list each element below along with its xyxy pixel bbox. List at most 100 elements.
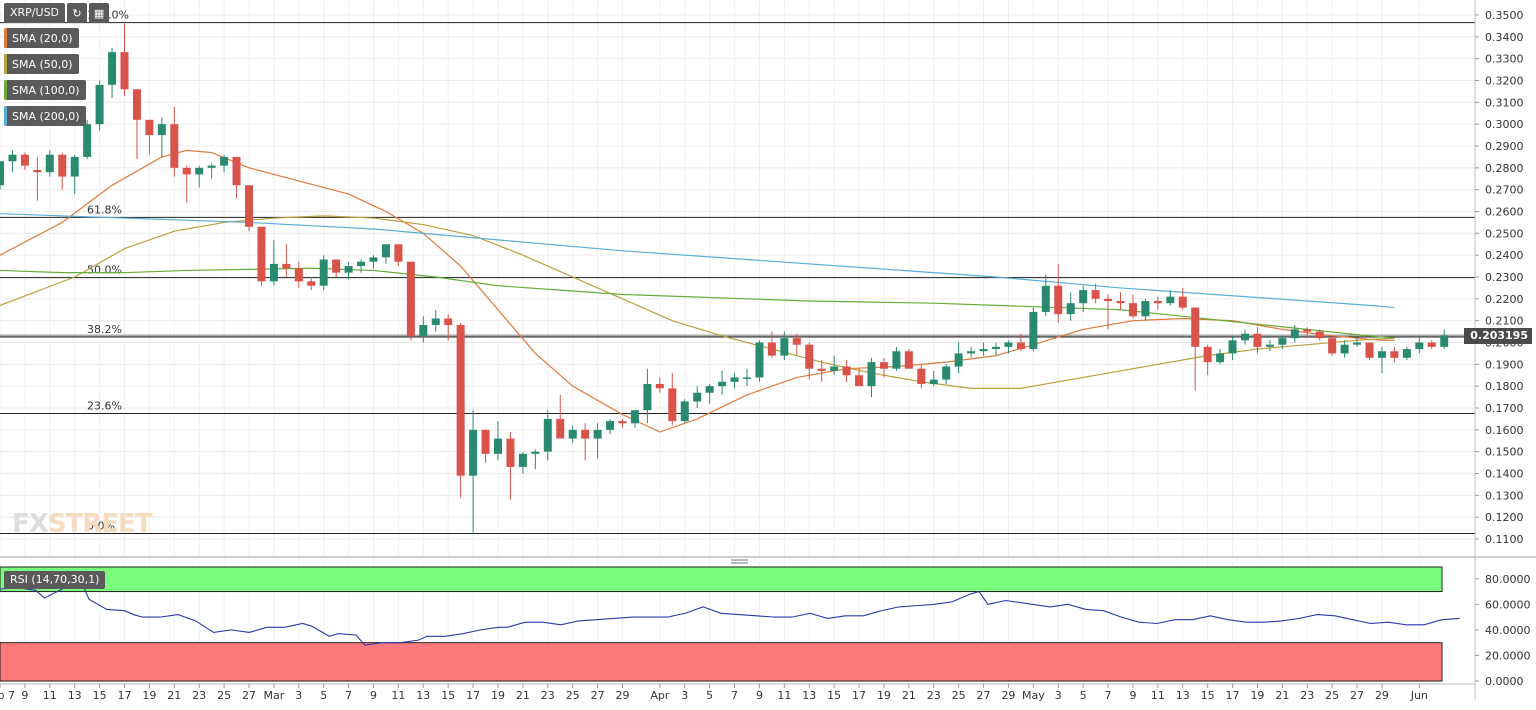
time-tick-label: 15 [827, 689, 841, 702]
candle [170, 106, 179, 177]
candle-body [406, 261, 415, 336]
candle [1116, 292, 1125, 310]
candle-body [170, 124, 179, 168]
candle [357, 259, 366, 273]
candle-body [207, 165, 216, 168]
price-tick-label: 0.2600 [1485, 206, 1524, 219]
candle [755, 340, 764, 382]
candle-body [1054, 285, 1063, 315]
candle-body [431, 318, 440, 326]
price-tick-label: 0.2800 [1485, 162, 1524, 175]
candle-body [1440, 335, 1449, 347]
chart-toolbar: XRP/USD ↻ ▦ [4, 3, 110, 23]
time-tick-label: 17 [852, 689, 866, 702]
calendar-icon[interactable]: ▦ [89, 3, 110, 23]
symbol-label[interactable]: XRP/USD [4, 3, 66, 23]
candle-body [1016, 342, 1025, 350]
legend-sma20[interactable]: SMA (20,0) [4, 28, 79, 48]
candle-body [444, 318, 453, 326]
candle [195, 165, 204, 188]
candle-body [1153, 301, 1162, 304]
candle-body [668, 388, 677, 422]
candle [1402, 346, 1411, 360]
candle-body [394, 244, 403, 262]
candle [1041, 274, 1050, 317]
rsi-tick-label: 0.0000 [1485, 675, 1524, 688]
candle-body [1353, 342, 1362, 345]
candle [83, 119, 92, 160]
candle [0, 161, 4, 190]
candle-body [1253, 333, 1262, 347]
time-tick-label: 9 [1129, 689, 1136, 702]
candle [33, 156, 42, 201]
candle [606, 418, 615, 435]
candle [992, 342, 1000, 356]
candle [680, 399, 689, 424]
candle-body [1377, 351, 1386, 358]
fib-label: 23.6% [87, 399, 122, 412]
candle [780, 331, 789, 360]
rsi-tick-label: 20.0000 [1485, 649, 1531, 662]
candle [506, 432, 515, 500]
candle-body [95, 84, 104, 125]
candle [730, 373, 739, 389]
candle-body [357, 261, 366, 267]
candle [1178, 287, 1187, 310]
rsi-overbought-zone [0, 566, 1443, 593]
fib-label: 38.2% [87, 323, 122, 336]
time-tick-label: 25 [1325, 689, 1339, 702]
rsi-legend[interactable]: RSI (14,70,30,1) [4, 571, 106, 589]
candle-body [1104, 298, 1113, 302]
candle-body [0, 161, 4, 186]
legend-sma200[interactable]: SMA (200,0) [4, 106, 86, 126]
candle [1290, 325, 1299, 343]
candle-body [879, 362, 888, 369]
price-tick-label: 0.1600 [1485, 424, 1524, 437]
candle [1153, 296, 1162, 310]
candle-body [294, 268, 303, 282]
sma20-swatch [4, 28, 7, 48]
refresh-icon[interactable]: ↻ [67, 3, 88, 23]
time-tick-label: 11 [391, 689, 405, 702]
candle [593, 423, 602, 459]
candle [1390, 346, 1399, 363]
price-tick-label: 0.2700 [1485, 184, 1524, 197]
candle [207, 163, 216, 179]
candle [307, 277, 316, 291]
candle-body [1166, 296, 1175, 304]
candle [767, 331, 776, 358]
candle [668, 373, 677, 426]
candle-body [730, 377, 739, 382]
candle-body [630, 410, 639, 424]
candle [630, 410, 639, 428]
candle [319, 255, 328, 291]
candle-body [1290, 329, 1299, 339]
time-tick-label: 9 [21, 689, 28, 702]
fib-label: 61.8% [87, 203, 122, 216]
candle-body [232, 156, 241, 186]
time-tick-label: 23 [927, 689, 941, 702]
candle [1203, 344, 1212, 376]
candle-body [1390, 351, 1399, 358]
time-tick-label: 15 [93, 689, 107, 702]
time-tick-label: 9 [756, 689, 763, 702]
candle-body [1365, 342, 1374, 358]
legend-sma100[interactable]: SMA (100,0) [4, 80, 86, 100]
candle-body [581, 429, 590, 439]
candle-body [494, 438, 502, 454]
candle-body [120, 52, 129, 90]
candle-body [108, 52, 117, 85]
candle [1128, 294, 1137, 319]
candle-body [568, 429, 577, 439]
legend-sma50[interactable]: SMA (50,0) [4, 54, 79, 74]
price-tick-label: 0.3300 [1485, 53, 1524, 66]
candle [1241, 329, 1249, 345]
candle-body [1303, 329, 1312, 332]
time-tick-label: 17 [1226, 689, 1240, 702]
candle [58, 152, 67, 190]
candle [1278, 335, 1287, 350]
candle-body [954, 353, 963, 367]
price-tick-label: 0.3000 [1485, 118, 1524, 131]
candle-body [182, 167, 191, 175]
